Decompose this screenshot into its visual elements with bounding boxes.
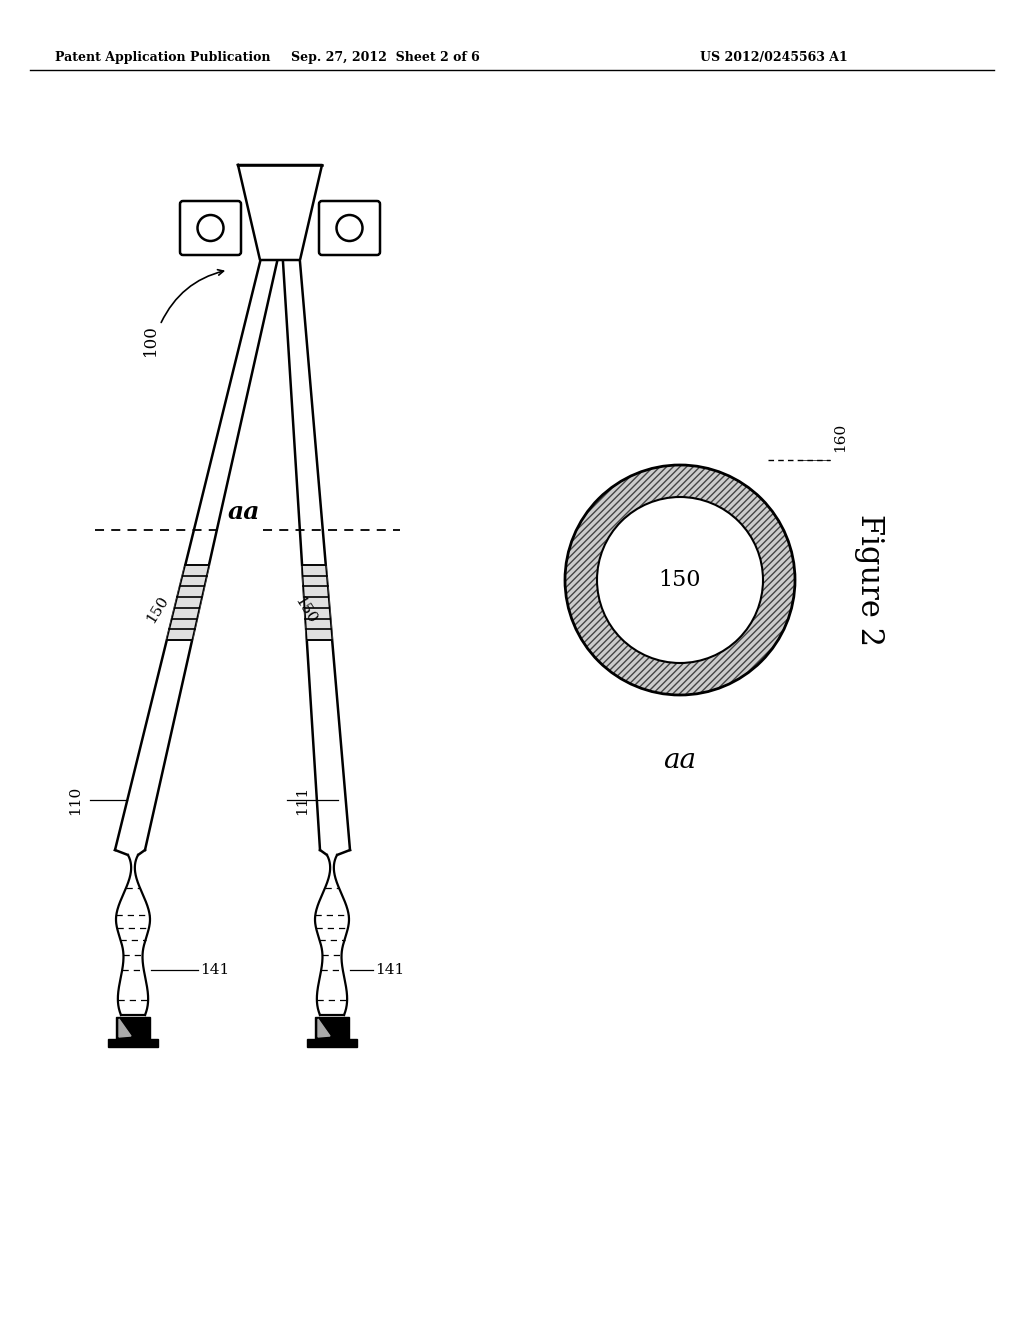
Text: Sep. 27, 2012  Sheet 2 of 6: Sep. 27, 2012 Sheet 2 of 6 (291, 50, 479, 63)
Polygon shape (307, 1039, 357, 1047)
Polygon shape (119, 1019, 131, 1038)
FancyBboxPatch shape (319, 201, 380, 255)
Polygon shape (167, 565, 209, 640)
Text: 111: 111 (295, 785, 309, 814)
Polygon shape (315, 1016, 349, 1039)
Polygon shape (116, 855, 150, 1015)
Text: 100: 100 (141, 325, 159, 356)
Text: 150: 150 (292, 594, 318, 626)
Polygon shape (315, 855, 349, 1015)
Text: Patent Application Publication: Patent Application Publication (55, 50, 270, 63)
Text: US 2012/0245563 A1: US 2012/0245563 A1 (700, 50, 848, 63)
Text: aa: aa (664, 747, 696, 774)
Polygon shape (108, 1039, 158, 1047)
Text: 150: 150 (143, 594, 171, 626)
Polygon shape (318, 1019, 330, 1038)
Text: 160: 160 (833, 422, 847, 451)
Text: 141: 141 (200, 964, 229, 977)
Circle shape (198, 215, 223, 242)
Circle shape (597, 498, 763, 663)
Text: Figure 2: Figure 2 (854, 513, 886, 645)
Text: 141: 141 (375, 964, 404, 977)
Polygon shape (238, 165, 322, 260)
Text: 110: 110 (68, 785, 82, 814)
Polygon shape (302, 565, 332, 640)
Text: aa: aa (227, 500, 260, 524)
Circle shape (337, 215, 362, 242)
FancyBboxPatch shape (180, 201, 241, 255)
Circle shape (563, 463, 797, 697)
Polygon shape (116, 1016, 150, 1039)
Text: 150: 150 (658, 569, 701, 591)
